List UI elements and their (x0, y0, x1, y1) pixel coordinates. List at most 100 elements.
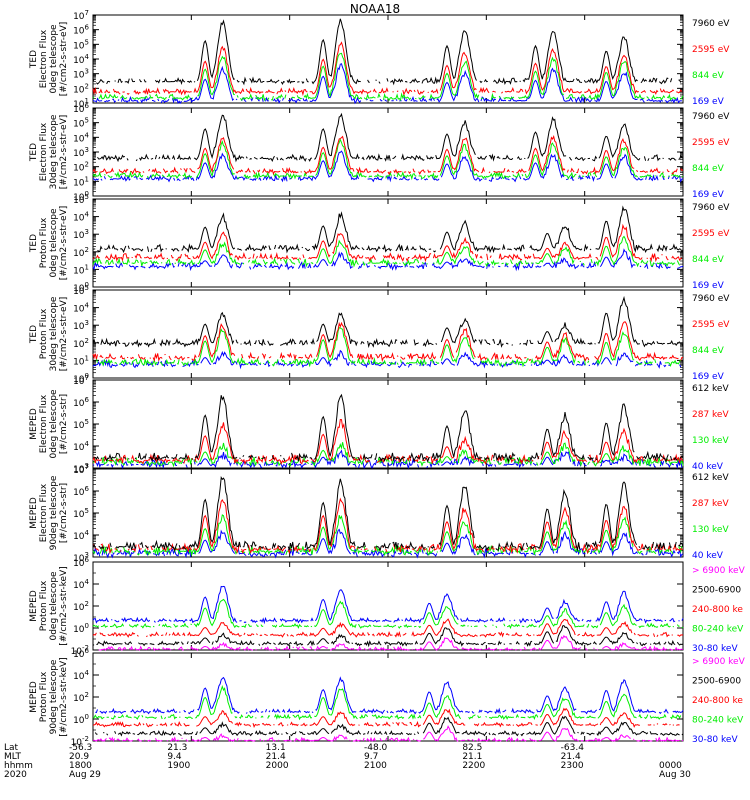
y-axis-label-line: 30deg telescope (49, 114, 59, 189)
y-axis-label: MEPEDProton Flux0deg telescope[#/cm2-s-s… (29, 566, 69, 645)
footer-mlt-value: 9.4 (167, 752, 182, 762)
y-axis-label-line: MEPED (29, 408, 39, 440)
legend-entry: 287 keV (692, 410, 729, 420)
series-7960-ev (93, 112, 684, 163)
series-2595-ev (92, 135, 684, 176)
footer-mlt-value: 21.4 (266, 752, 286, 762)
y-axis-label-line: TED (29, 143, 39, 162)
footer-hhmm-value: 1800 (69, 761, 92, 771)
legend-entry: 2500-6900 (692, 677, 741, 687)
legend-entry: 7960 eV (692, 203, 730, 213)
legend-entry: 130 keV (692, 525, 729, 535)
footer-row-label: Lat (4, 743, 19, 753)
footer-hhmm-value: 0000 (659, 761, 682, 771)
series-trace (95, 676, 684, 715)
y-axis-label-line: Electron Flux (39, 483, 49, 542)
legend-entry: 130 keV (692, 436, 729, 446)
footer-hhmm-value: 2100 (364, 761, 387, 771)
y-axis-label-line: MEPED (29, 590, 39, 622)
y-axis-label-line: 0deg telescope (49, 24, 59, 94)
footer-hhmm-value: 2200 (462, 761, 485, 771)
series-80-240-kev (92, 598, 684, 630)
series-trace (92, 135, 684, 176)
series-130-kev (92, 514, 683, 557)
legend-entry: 844 eV (692, 71, 725, 81)
y-axis-label-line: Proton Flux (39, 580, 49, 631)
y-axis-label: TEDElectron Flux0deg telescope[#/cm2-s-s… (29, 22, 69, 97)
series-240-800-ke (92, 618, 684, 638)
footer-hhmm-value: 2300 (561, 761, 584, 771)
footer-lat-value: 21.3 (167, 743, 187, 753)
legend-entry: 240-800 ke (692, 605, 743, 615)
series-trace (92, 248, 684, 272)
footer-lat-value: -63.4 (561, 743, 585, 753)
footer-mlt-value: 21.4 (561, 752, 581, 762)
legend-entry: 40 keV (692, 551, 724, 561)
series-trace (94, 715, 684, 737)
series-trace (92, 585, 684, 625)
series-844-ev (92, 138, 684, 181)
series-7960-ev (92, 18, 682, 86)
footer-lat-value: 13.1 (266, 743, 286, 753)
y-axis-label-line: 0deg telescope (49, 389, 59, 459)
series--6900-kev (98, 634, 684, 652)
y-axis-label-line: TED (29, 50, 39, 69)
y-axis-label-line: 90deg telescope (49, 659, 59, 734)
series-trace (92, 598, 684, 630)
y-axis-label: TEDProton Flux0deg telescope[#/cm2-s-str… (29, 206, 69, 281)
series-trace (92, 475, 684, 553)
series-trace (98, 634, 684, 652)
y-axis-label-line: Proton Flux (39, 671, 49, 722)
series-2595-ev (92, 321, 684, 363)
y-axis-label: MEPEDElectron Flux0deg telescope[#/cm2-s… (29, 389, 69, 459)
footer-mlt-value: 21.1 (462, 752, 482, 762)
y-axis-label-line: Electron Flux (39, 394, 49, 453)
y-axis-label: TEDProton Flux30deg telescope[#/cm2-s-st… (29, 296, 69, 371)
y-axis-label-line: Proton Flux (39, 217, 49, 268)
series-169-ev (92, 248, 684, 272)
legend-entry: 40 keV (692, 462, 724, 472)
legend-entry: > 6900 keV (692, 657, 746, 667)
series-844-ev (92, 52, 684, 102)
footer-mlt-value: 20.9 (69, 752, 89, 762)
y-axis-label-line: Electron Flux (39, 29, 49, 88)
series-2595-ev (92, 41, 683, 97)
series-trace (92, 514, 683, 557)
legend-entry: 30-80 keV (692, 644, 738, 654)
series-2595-ev (92, 223, 683, 263)
series-169-ev (92, 150, 683, 183)
legend-entry: 844 eV (692, 164, 725, 174)
footer-lat-value: 82.5 (462, 743, 482, 753)
y-axis-label-line: [#/cm2-s-str-eV] (59, 206, 69, 281)
legend-entry: 7960 eV (692, 112, 730, 122)
series-30-80-kev (95, 676, 684, 715)
y-axis-label-line: Proton Flux (39, 308, 49, 359)
y-axis-label-line: [#/cm2-s-str-keV] (59, 566, 69, 645)
footer-mlt-value: 9.7 (364, 752, 378, 762)
legend-entry: 2500-6900 (692, 586, 741, 596)
legend-entry: 612 keV (692, 384, 729, 394)
series-trace (92, 321, 684, 363)
y-axis-label: MEPEDProton Flux90deg telescope[#/cm2-s-… (29, 657, 69, 736)
series-trace (92, 41, 683, 97)
legend-entry: 169 eV (692, 190, 725, 200)
y-axis-label-line: MEPED (29, 681, 39, 713)
y-axis-label-line: TED (29, 325, 39, 344)
series-trace (92, 138, 684, 181)
legend-entry: 2595 eV (692, 320, 730, 330)
y-axis-label-line: [#/cm2-s-str-eV] (59, 22, 69, 97)
series-7960-ev (92, 205, 684, 254)
footer-lat-value: -48.0 (364, 743, 388, 753)
footer-date-value: Aug 30 (659, 770, 691, 780)
chart-title: NOAA18 (350, 2, 400, 16)
series-trace (92, 725, 684, 743)
legend-entry: 2595 eV (692, 229, 730, 239)
series-trace (92, 18, 682, 86)
